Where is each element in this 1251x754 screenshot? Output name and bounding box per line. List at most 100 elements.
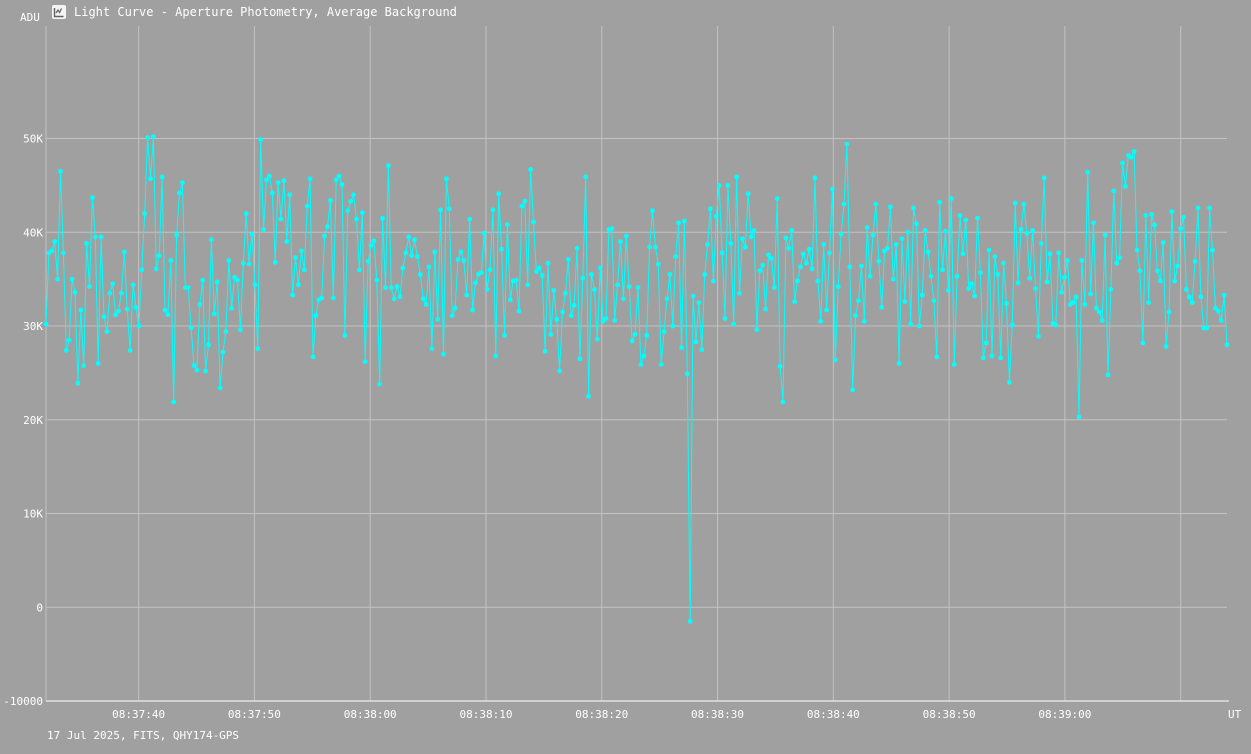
data-point — [563, 290, 568, 296]
data-point — [879, 304, 885, 310]
data-point — [1160, 240, 1166, 246]
data-point — [400, 265, 406, 271]
data-point — [1033, 286, 1038, 291]
data-point — [919, 292, 925, 298]
data-point — [467, 216, 473, 222]
data-point — [1073, 294, 1079, 300]
data-point — [490, 207, 496, 213]
data-point — [371, 238, 377, 244]
data-point — [890, 276, 896, 282]
data-point — [397, 294, 403, 300]
data-point — [229, 305, 235, 311]
data-point — [647, 244, 652, 250]
data-point — [560, 309, 565, 315]
data-point — [888, 204, 893, 210]
data-point — [766, 252, 771, 258]
data-point — [359, 210, 365, 216]
window-title: Light Curve - Aperture Photometry, Avera… — [74, 5, 457, 19]
data-point — [975, 215, 980, 221]
x-axis-label: UT — [1228, 708, 1242, 721]
data-point — [81, 363, 87, 368]
data-point — [873, 201, 879, 207]
data-point — [670, 323, 676, 329]
data-point — [362, 359, 368, 364]
data-point — [139, 267, 145, 273]
data-point — [621, 296, 626, 302]
data-point — [180, 180, 185, 186]
y-tick-label: 50K — [23, 133, 43, 146]
data-point — [818, 318, 824, 324]
data-point — [281, 178, 287, 184]
data-point — [943, 228, 948, 234]
data-point — [1065, 258, 1070, 263]
data-point — [1172, 278, 1178, 284]
y-tick-label: 40K — [23, 226, 43, 239]
data-point — [368, 243, 374, 248]
y-tick-label: 0 — [36, 601, 43, 614]
data-point — [464, 292, 470, 298]
x-tick-label: 08:38:40 — [807, 708, 860, 721]
data-point — [235, 277, 240, 283]
data-point — [751, 228, 757, 233]
data-point — [1157, 278, 1163, 284]
data-point — [104, 329, 110, 334]
data-point — [484, 287, 490, 292]
data-point — [507, 297, 513, 303]
data-point — [171, 399, 177, 405]
data-point — [1128, 154, 1134, 160]
data-point — [116, 308, 121, 314]
data-point — [859, 263, 864, 269]
data-point — [513, 277, 519, 283]
data-point — [240, 260, 246, 266]
data-point — [1096, 309, 1102, 315]
data-point — [194, 367, 200, 373]
data-point — [853, 313, 858, 319]
data-point — [847, 264, 853, 270]
y-tick-labels: -10000 0 10K 20K 30K 40K 50K — [3, 133, 43, 709]
data-point — [43, 321, 49, 327]
data-point — [658, 362, 664, 367]
data-point — [409, 253, 414, 259]
data-point — [449, 313, 455, 319]
data-point — [1186, 294, 1192, 300]
data-point — [690, 293, 696, 299]
data-point — [107, 290, 113, 296]
x-tick-label: 08:37:40 — [112, 708, 165, 721]
data-point — [293, 255, 298, 260]
data-point — [461, 258, 467, 263]
data-point — [269, 190, 275, 196]
data-point — [446, 206, 452, 212]
data-point — [713, 213, 719, 219]
data-point — [87, 284, 92, 289]
data-point — [594, 336, 600, 342]
window-title-bar: Light Curve - Aperture Photometry, Avera… — [52, 3, 457, 21]
data-point — [673, 254, 679, 259]
data-point — [1044, 279, 1050, 285]
data-point — [1204, 325, 1210, 331]
data-point — [168, 258, 174, 263]
data-point — [310, 354, 316, 360]
data-point — [679, 345, 684, 350]
data-point — [827, 250, 832, 256]
data-point — [966, 286, 972, 291]
data-point — [1146, 300, 1152, 305]
data-point — [774, 196, 780, 201]
data-point — [1001, 260, 1006, 266]
data-point — [151, 134, 156, 140]
data-point — [948, 196, 954, 201]
data-point — [66, 337, 72, 343]
data-point — [719, 250, 725, 256]
data-point — [177, 190, 182, 196]
data-point — [925, 249, 931, 255]
data-point — [583, 174, 589, 180]
data-point — [197, 302, 203, 307]
data-point — [568, 313, 574, 319]
data-point — [267, 173, 272, 179]
data-point — [737, 290, 742, 296]
data-point — [1018, 227, 1024, 232]
data-point — [838, 231, 844, 237]
data-point — [864, 225, 870, 231]
data-point — [417, 272, 423, 277]
data-point — [1059, 289, 1064, 295]
data-point — [1053, 322, 1059, 328]
